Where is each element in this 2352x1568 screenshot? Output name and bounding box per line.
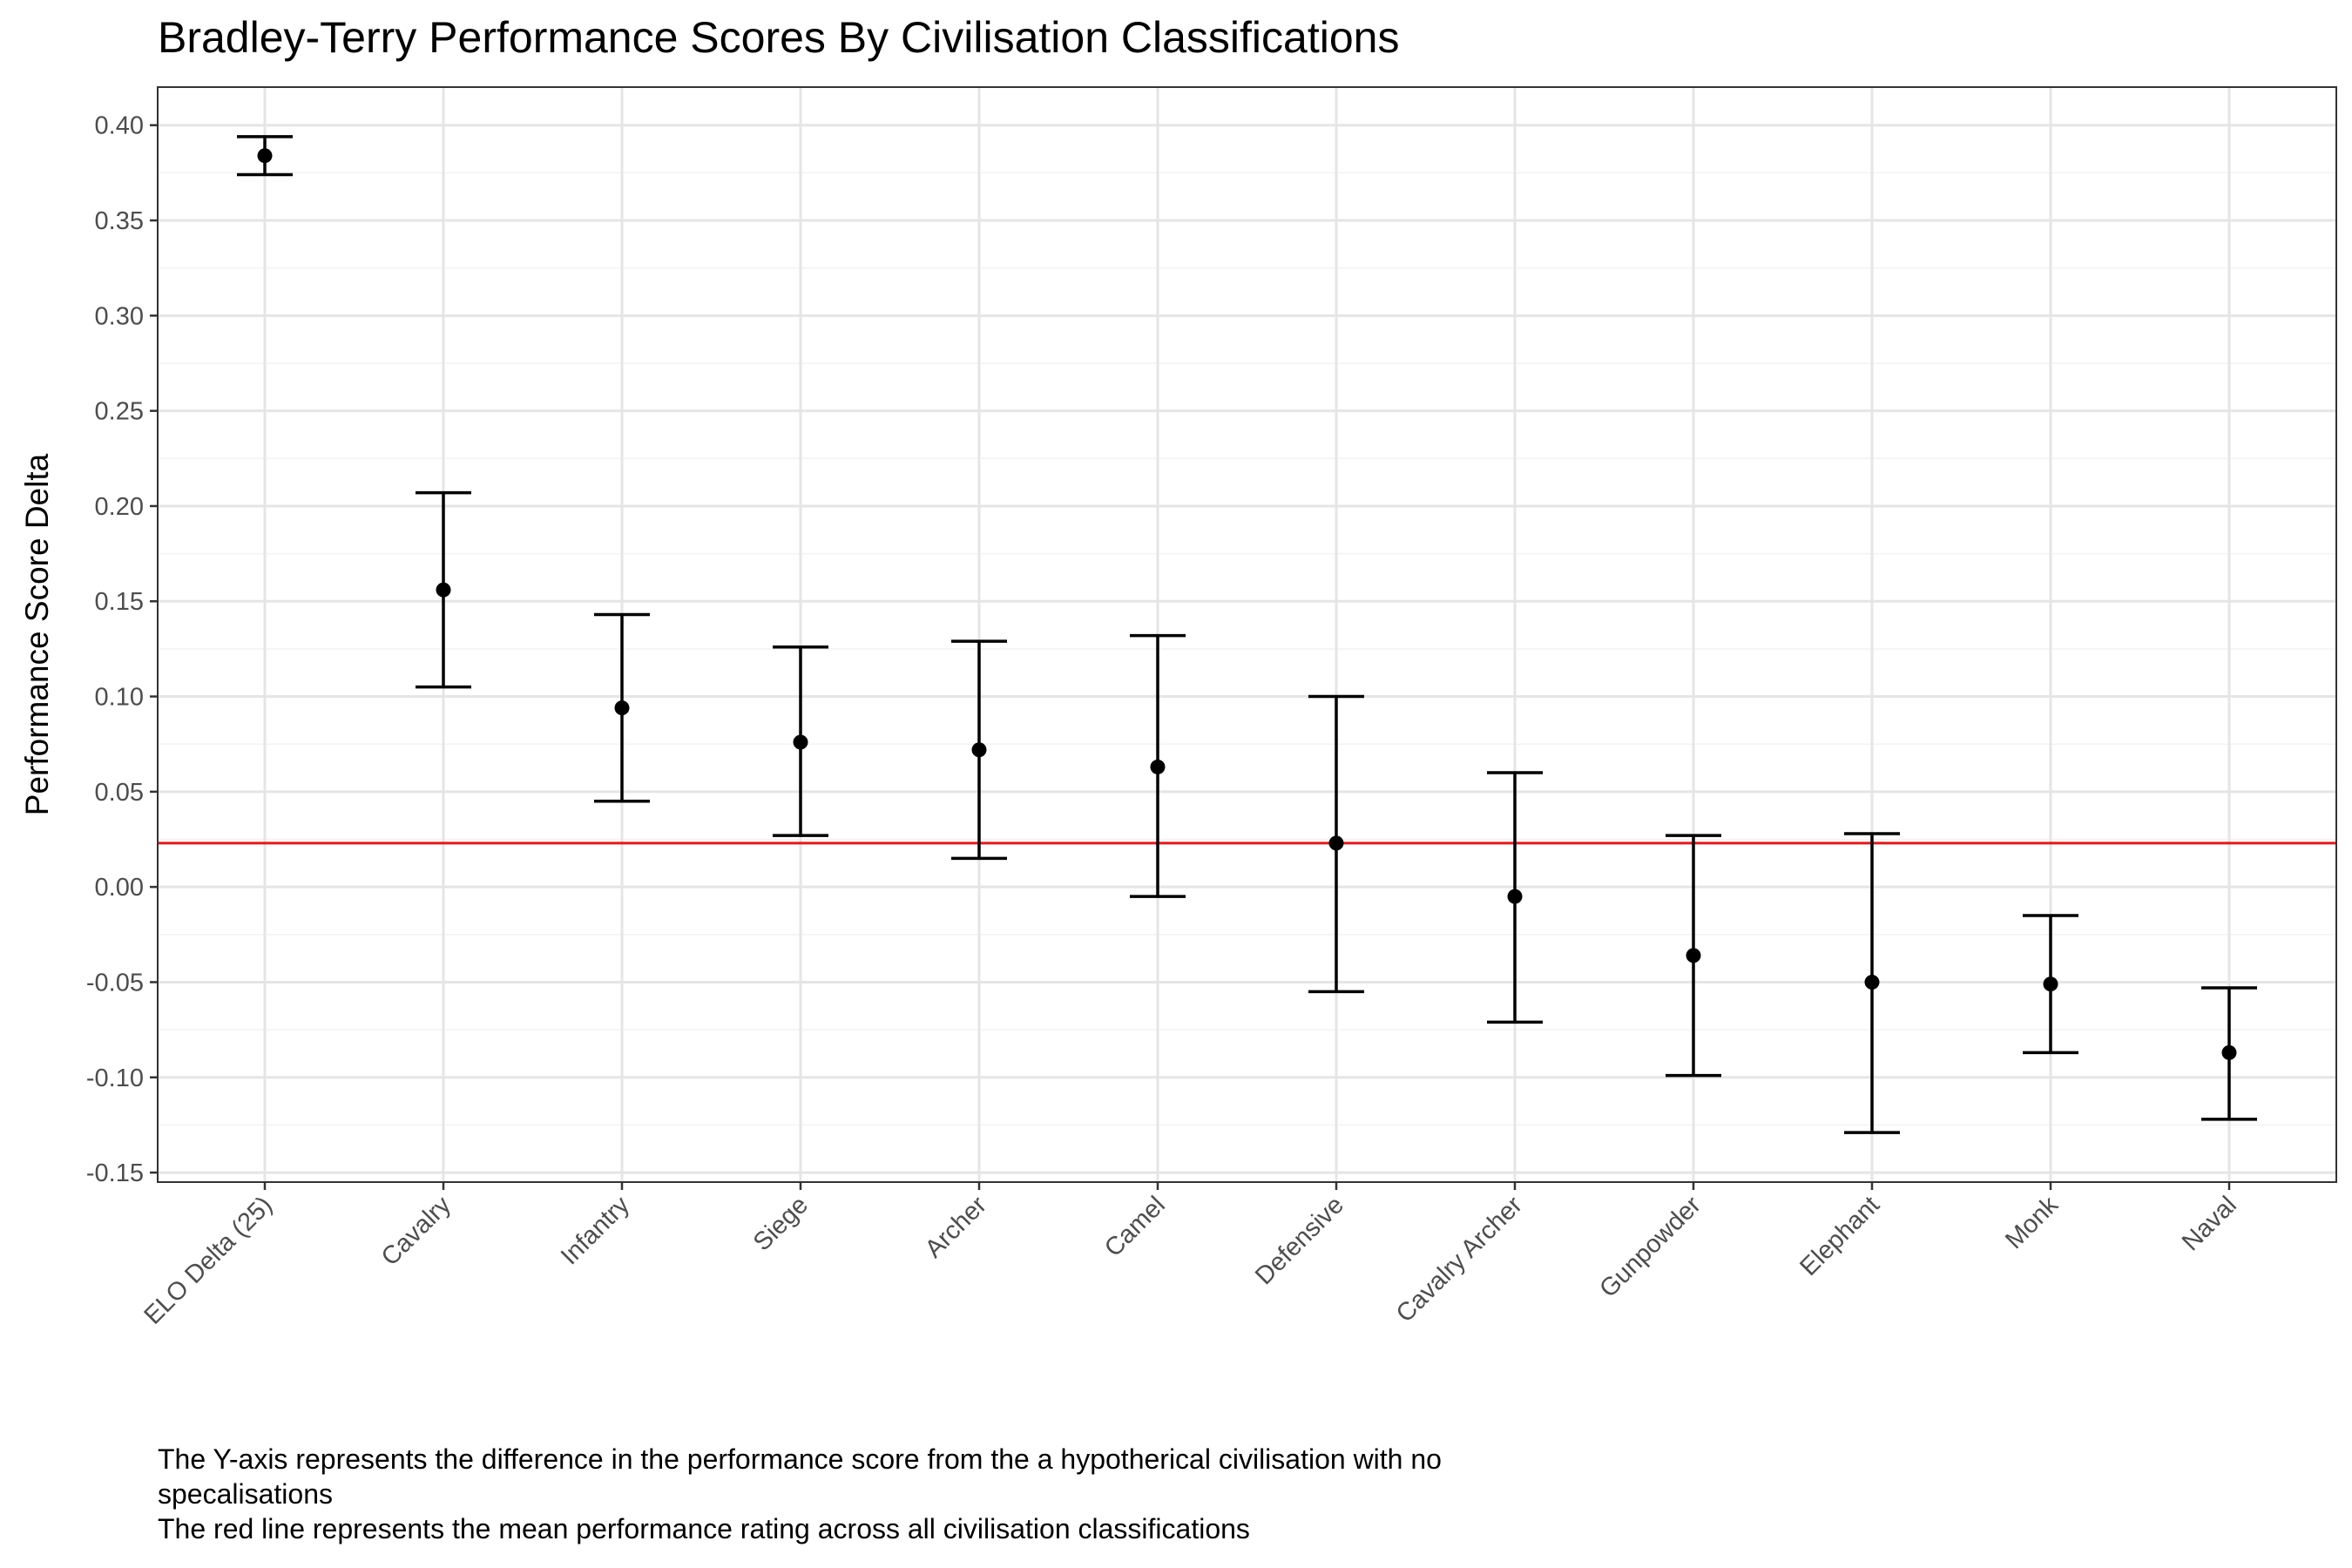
y-tick-label: 0.30 [95,302,144,330]
data-point [436,582,451,598]
y-tick-label: 0.05 [95,779,144,807]
y-tick-label: 0.35 [95,207,144,235]
x-tick-label: Cavalry Archer [1391,1191,1528,1328]
data-point [2043,977,2058,992]
caption-line-1: The Y-axis represents the difference in … [158,1443,1442,1475]
x-tick-label: Cavalry [376,1191,456,1271]
y-tick-label: 0.00 [95,874,144,902]
x-tick-label: Monk [2000,1191,2064,1254]
y-axis: 0.40 0.35 0.30 0.25 0.20 0.15 0.10 0.05 0.00 -0.0… [86,112,158,1187]
chart-title: Bradley-Terry Performance Scores By Civi… [158,13,1400,62]
points [257,148,2237,1060]
y-tick-label: 0.40 [95,112,144,140]
y-tick-label: 0.15 [95,588,144,616]
data-point [614,700,630,716]
x-tick-label: Elephant [1794,1191,1885,1281]
data-point [257,148,273,164]
y-tick-label: 0.20 [95,493,144,521]
grid [158,87,2336,1182]
data-point [793,734,808,750]
x-axis: ELO Delta (25) Cavalry Infantry Siege Archer… [139,1182,2242,1330]
caption: The Y-axis represents the difference in … [158,1442,1442,1546]
x-tick-label: Archer [920,1191,992,1263]
data-point [1686,948,1701,963]
x-tick-label: ELO Delta (25) [139,1191,278,1329]
y-tick-label: -0.15 [86,1159,144,1187]
x-tick-label: Siege [748,1191,814,1256]
y-tick-label: 0.25 [95,398,144,426]
x-tick-label: Gunpowder [1594,1191,1707,1303]
x-tick-label: Naval [2177,1191,2242,1256]
data-point [1507,889,1523,904]
y-axis-title: Performance Score Delta [19,453,55,815]
data-point [971,742,987,758]
data-point [1864,974,1880,990]
caption-line-3: The red line represents the mean perform… [158,1513,1250,1544]
x-tick-label: Defensive [1250,1191,1349,1290]
x-tick-label: Camel [1099,1191,1171,1262]
x-tick-label: Infantry [556,1191,635,1270]
data-point [1328,835,1344,851]
caption-line-2: specalisations [158,1478,333,1510]
data-point [2221,1044,2237,1060]
y-tick-label: -0.10 [86,1064,144,1092]
panel-border [157,86,2337,1183]
y-tick-label: 0.10 [95,684,144,712]
data-point [1150,759,1166,774]
y-tick-label: -0.05 [86,969,144,997]
